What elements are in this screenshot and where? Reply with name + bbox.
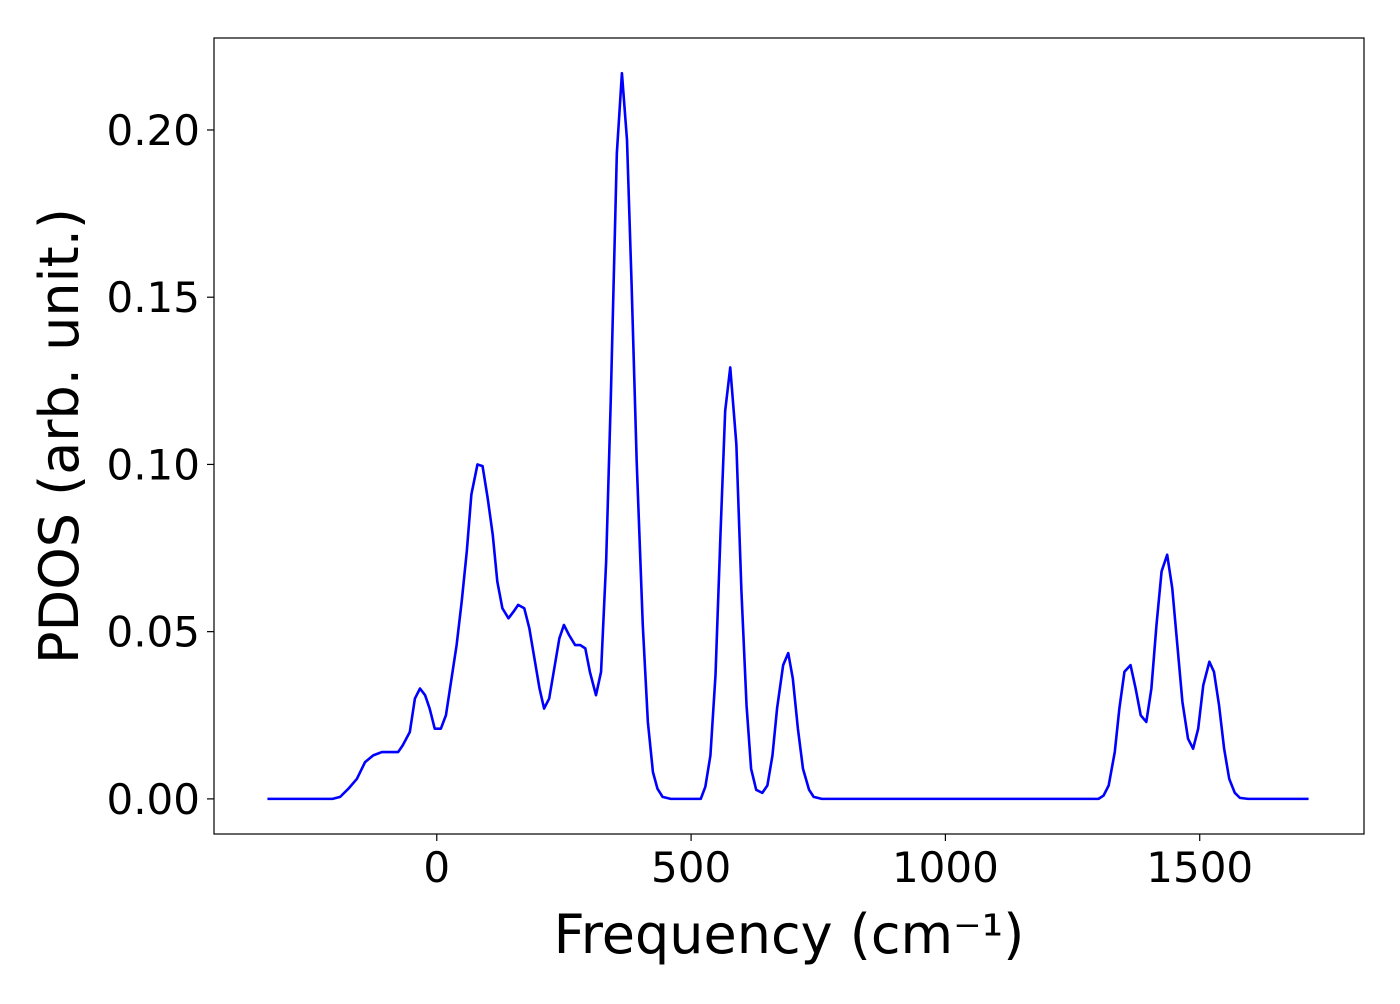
plot-frame [213,37,1365,835]
y-tick-label: 0.15 [106,273,200,322]
x-tick-label: 0 [423,843,450,892]
y-tick-label: 0.20 [106,106,200,155]
x-tick-label: 500 [651,843,731,892]
x-tick-label: 1500 [1146,843,1253,892]
y-tick-label: 0.00 [106,775,200,824]
data-line [267,71,1309,801]
x-tick-label: 1000 [892,843,999,892]
y-tick-label: 0.05 [106,608,200,657]
x-axis-label: Frequency (cm⁻¹) [554,903,1025,966]
y-tick-label: 0.10 [106,440,200,489]
y-axis-label: PDOS (arb. unit.) [28,208,91,664]
